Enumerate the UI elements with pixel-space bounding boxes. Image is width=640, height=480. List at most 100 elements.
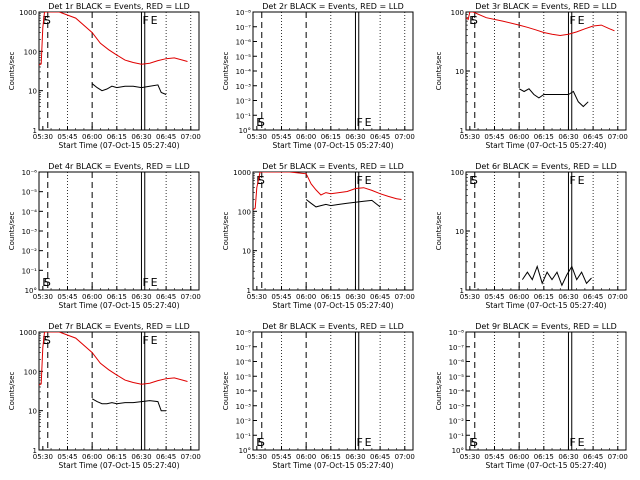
plot-frame bbox=[38, 171, 200, 291]
y-tick-label: 10⁻¹ bbox=[449, 432, 465, 440]
x-tick-label: 05:30 bbox=[247, 133, 267, 141]
x-tick-label: 06:15 bbox=[107, 453, 127, 461]
marker-label-f: F bbox=[356, 174, 362, 187]
y-tick-label: 10⁻² bbox=[236, 418, 252, 426]
y-axis-label: Counts/sec bbox=[8, 372, 16, 411]
x-tick-label: 05:45 bbox=[271, 453, 291, 461]
plot-frame bbox=[252, 11, 414, 131]
x-tick-label: 07:00 bbox=[395, 293, 415, 301]
y-tick-label: 10⁻⁵ bbox=[236, 53, 252, 61]
x-tick-label: 05:45 bbox=[271, 293, 291, 301]
series-line-events bbox=[518, 88, 589, 108]
x-tick-label: 07:00 bbox=[608, 133, 628, 141]
y-tick-label: 10 bbox=[455, 68, 464, 76]
marker-label-s: S bbox=[44, 334, 51, 347]
x-tick-label: 06:15 bbox=[534, 453, 554, 461]
x-tick-label: 06:30 bbox=[558, 453, 578, 461]
panel-title: Det 5r BLACK = Events, RED = LLD bbox=[262, 162, 404, 171]
marker-label-e: E bbox=[151, 334, 158, 347]
marker-label-f: F bbox=[356, 116, 362, 129]
x-tick-label: 05:45 bbox=[271, 133, 291, 141]
marker-label-s: S bbox=[471, 436, 478, 449]
marker-label-e: E bbox=[469, 14, 476, 27]
y-tick-label: 10° bbox=[25, 287, 37, 295]
series-line-lld bbox=[253, 172, 402, 211]
panel-det-5r: Det 5r BLACK = Events, RED = LLD 1 10 100 10… bbox=[222, 162, 415, 310]
x-tick-label: 05:30 bbox=[33, 293, 53, 301]
x-tick-label: 07:00 bbox=[181, 293, 201, 301]
y-tick-label: 10° bbox=[239, 127, 251, 135]
x-tick-label: 05:30 bbox=[460, 453, 480, 461]
x-tick-label: 06:30 bbox=[131, 293, 151, 301]
x-tick-label: 05:45 bbox=[484, 133, 504, 141]
y-axis-label: Counts/sec bbox=[8, 52, 16, 91]
marker-label-s: S bbox=[471, 174, 478, 187]
y-tick-label: 1000 bbox=[233, 169, 251, 177]
marker-label-s: S bbox=[471, 14, 478, 27]
panel-det-4r: Det 4r BLACK = Events, RED = LLD 10° 10⁻¹ 1… bbox=[8, 162, 201, 310]
y-tick-label: 10⁻³ bbox=[236, 83, 252, 91]
x-axis-label: Start Time (07-Oct-15 05:27:40) bbox=[485, 461, 606, 470]
x-tick-label: 06:30 bbox=[345, 293, 365, 301]
marker-label-f: F bbox=[356, 436, 362, 449]
y-tick-label: 10⁻⁶ bbox=[22, 169, 38, 177]
x-tick-label: 06:00 bbox=[82, 453, 102, 461]
plot-frame bbox=[465, 331, 627, 451]
x-axis-label: Start Time (07-Oct-15 05:27:40) bbox=[58, 141, 179, 150]
y-tick-label: 10⁻⁷ bbox=[236, 24, 252, 32]
plot-frame bbox=[465, 171, 627, 291]
x-tick-label: 05:45 bbox=[57, 133, 77, 141]
x-tick-label: 07:00 bbox=[181, 133, 201, 141]
y-tick-label: 10 bbox=[455, 228, 464, 236]
y-tick-label: 10⁻⁸ bbox=[449, 329, 465, 337]
panel-title: Det 3r BLACK = Events, RED = LLD bbox=[475, 2, 617, 11]
y-axis-label: Counts/sec bbox=[222, 52, 230, 91]
y-tick-label: 10⁻⁴ bbox=[449, 388, 465, 396]
y-tick-label: 1000 bbox=[19, 329, 37, 337]
x-tick-label: 06:30 bbox=[131, 453, 151, 461]
y-tick-label: 10⁻² bbox=[236, 98, 252, 106]
series-line-events bbox=[521, 264, 592, 287]
marker-label-e: E bbox=[42, 334, 49, 347]
panel-det-8r: Det 8r BLACK = Events, RED = LLD 10° 10⁻¹ 1… bbox=[222, 322, 415, 470]
x-tick-label: 06:15 bbox=[534, 133, 554, 141]
marker-label-s: S bbox=[258, 116, 265, 129]
marker-label-e: E bbox=[578, 174, 585, 187]
marker-label-e: E bbox=[256, 116, 263, 129]
x-tick-label: 06:00 bbox=[82, 293, 102, 301]
x-axis-label: Start Time (07-Oct-15 05:27:40) bbox=[272, 141, 393, 150]
y-tick-label: 10⁻⁷ bbox=[449, 344, 465, 352]
x-axis-label: Start Time (07-Oct-15 05:27:40) bbox=[272, 461, 393, 470]
panel-title: Det 1r BLACK = Events, RED = LLD bbox=[48, 2, 190, 11]
marker-label-f: F bbox=[569, 174, 575, 187]
y-tick-label: 1 bbox=[33, 447, 37, 455]
y-tick-label: 100 bbox=[24, 368, 37, 376]
y-tick-label: 1 bbox=[460, 127, 464, 135]
panel-det-9r: Det 9r BLACK = Events, RED = LLD 10° 10⁻¹ 1… bbox=[435, 322, 628, 470]
marker-label-e: E bbox=[256, 436, 263, 449]
y-tick-label: 10⁻⁴ bbox=[22, 208, 38, 216]
marker-label-e: E bbox=[365, 174, 372, 187]
y-tick-label: 1 bbox=[247, 287, 251, 295]
y-tick-label: 10° bbox=[239, 447, 251, 455]
y-tick-label: 10⁻³ bbox=[236, 403, 252, 411]
x-tick-label: 05:30 bbox=[33, 133, 53, 141]
y-tick-label: 10⁻⁸ bbox=[236, 9, 252, 17]
panel-title: Det 6r BLACK = Events, RED = LLD bbox=[475, 162, 617, 171]
y-tick-label: 10⁻⁶ bbox=[236, 39, 252, 47]
x-tick-label: 06:30 bbox=[131, 133, 151, 141]
y-tick-label: 100 bbox=[451, 169, 464, 177]
x-tick-label: 06:30 bbox=[558, 133, 578, 141]
marker-label-e: E bbox=[42, 276, 49, 289]
panel-title: Det 8r BLACK = Events, RED = LLD bbox=[262, 322, 404, 331]
series-line-lld bbox=[39, 12, 188, 66]
y-tick-label: 10 bbox=[242, 248, 251, 256]
x-tick-label: 06:15 bbox=[107, 133, 127, 141]
x-tick-label: 06:30 bbox=[345, 133, 365, 141]
marker-label-e: E bbox=[578, 436, 585, 449]
x-tick-label: 06:45 bbox=[370, 453, 390, 461]
y-tick-label: 10⁻¹ bbox=[22, 267, 38, 275]
x-axis-label: Start Time (07-Oct-15 05:27:40) bbox=[272, 301, 393, 310]
x-tick-label: 06:45 bbox=[583, 293, 603, 301]
